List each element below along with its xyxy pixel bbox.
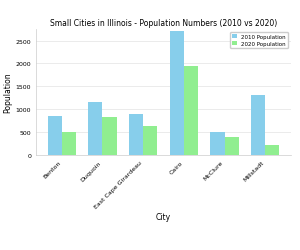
Bar — [143, 127, 158, 155]
Bar — [265, 146, 279, 155]
Bar — [62, 132, 76, 155]
Bar — [184, 66, 198, 155]
Legend: 2010 Population, 2020 Population: 2010 Population, 2020 Population — [230, 33, 288, 49]
Bar — [169, 32, 184, 155]
Bar — [251, 96, 265, 155]
Title: Small Cities in Illinois - Population Numbers (2010 vs 2020): Small Cities in Illinois - Population Nu… — [50, 19, 277, 28]
Bar — [129, 114, 143, 155]
Bar — [88, 103, 103, 155]
X-axis label: City: City — [156, 212, 171, 221]
Bar — [48, 116, 62, 155]
Bar — [103, 118, 117, 155]
Bar — [210, 132, 224, 155]
Bar — [224, 138, 239, 155]
Y-axis label: Population: Population — [4, 72, 13, 113]
